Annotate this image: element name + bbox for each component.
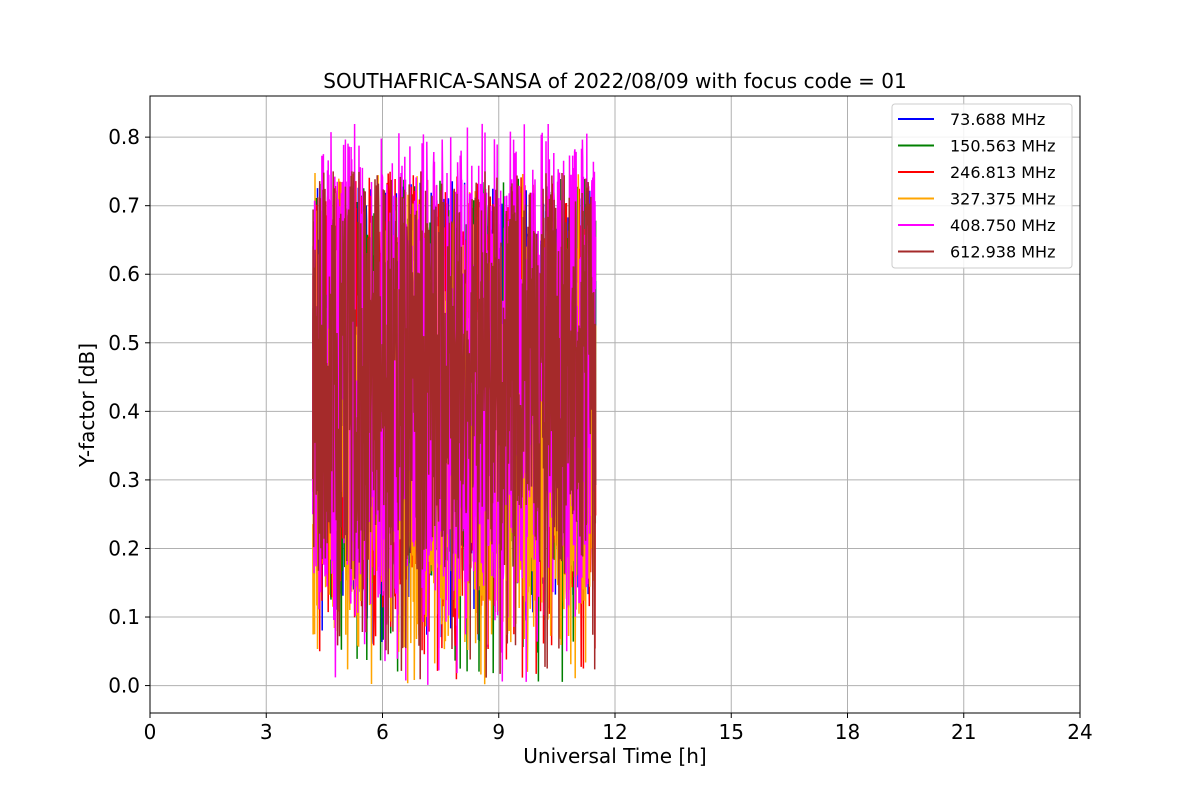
y-tick: 0.7 xyxy=(108,194,150,218)
y-tick: 0.0 xyxy=(108,674,150,698)
x-tick-label: 24 xyxy=(1067,720,1092,744)
x-tick: 18 xyxy=(835,713,860,744)
x-tick-label: 3 xyxy=(260,720,273,744)
y-tick: 0.3 xyxy=(108,468,150,492)
y-tick-label: 0.4 xyxy=(108,399,140,423)
legend-label: 73.688 MHz xyxy=(950,110,1045,129)
legend-box xyxy=(891,103,1073,269)
y-tick-label: 0.6 xyxy=(108,262,140,286)
x-tick-label: 15 xyxy=(719,720,744,744)
x-tick: 24 xyxy=(1067,713,1093,744)
x-tick: 6 xyxy=(376,713,389,744)
y-tick: 0.5 xyxy=(108,331,150,355)
chart-title: SOUTHAFRICA-SANSA of 2022/08/09 with foc… xyxy=(323,69,907,93)
x-axis-label: Universal Time [h] xyxy=(523,744,706,768)
x-tick: 21 xyxy=(951,713,976,744)
legend-entry: 612.938 MHz xyxy=(898,243,1055,262)
legend-label: 408.750 MHz xyxy=(950,216,1055,235)
y-tick-label: 0.5 xyxy=(108,331,140,355)
y-tick-label: 0.0 xyxy=(108,674,140,698)
x-tick: 9 xyxy=(492,713,505,744)
x-tick: 12 xyxy=(602,713,628,744)
series-layer xyxy=(312,123,597,685)
y-tick-label: 0.7 xyxy=(108,194,140,218)
y-axis-ticks: 0.0 0.1 0.2 0.3 0.4 0.5 0.6 0.7 0.8 xyxy=(108,125,150,698)
x-tick-label: 12 xyxy=(602,720,627,744)
legend-entry: 327.375 MHz xyxy=(898,190,1055,209)
x-tick-label: 18 xyxy=(835,720,860,744)
x-tick-label: 21 xyxy=(951,720,976,744)
x-tick: 15 xyxy=(719,713,744,744)
legend: 73.688 MHz 150.563 MHz 246.813 MHz 327.375 … xyxy=(891,103,1073,269)
y-axis-label: Y-factor [dB] xyxy=(75,343,99,468)
series-line xyxy=(312,171,597,680)
y-tick: 0.4 xyxy=(108,399,150,423)
legend-entry: 246.813 MHz xyxy=(898,163,1055,182)
x-tick-label: 9 xyxy=(492,720,505,744)
x-tick-label: 0 xyxy=(144,720,157,744)
y-tick: 0.8 xyxy=(108,125,150,149)
y-tick-label: 0.1 xyxy=(108,605,140,629)
x-tick: 3 xyxy=(260,713,273,744)
legend-label: 327.375 MHz xyxy=(950,190,1055,209)
y-tick-label: 0.8 xyxy=(108,125,140,149)
x-tick: 0 xyxy=(144,713,157,744)
legend-label: 246.813 MHz xyxy=(950,163,1055,182)
legend-entry: 73.688 MHz xyxy=(898,110,1045,129)
legend-label: 150.563 MHz xyxy=(950,137,1055,156)
x-tick-label: 6 xyxy=(376,720,389,744)
y-tick-label: 0.2 xyxy=(108,536,140,560)
y-tick: 0.6 xyxy=(108,262,150,286)
y-tick: 0.2 xyxy=(108,536,150,560)
x-axis-ticks: 0 3 6 9 12 15 18 21 24 xyxy=(144,713,1093,744)
legend-label: 612.938 MHz xyxy=(950,243,1055,262)
legend-entry: 150.563 MHz xyxy=(898,137,1055,156)
legend-entry: 408.750 MHz xyxy=(898,216,1055,235)
y-tick: 0.1 xyxy=(108,605,150,629)
y-tick-label: 0.3 xyxy=(108,468,140,492)
